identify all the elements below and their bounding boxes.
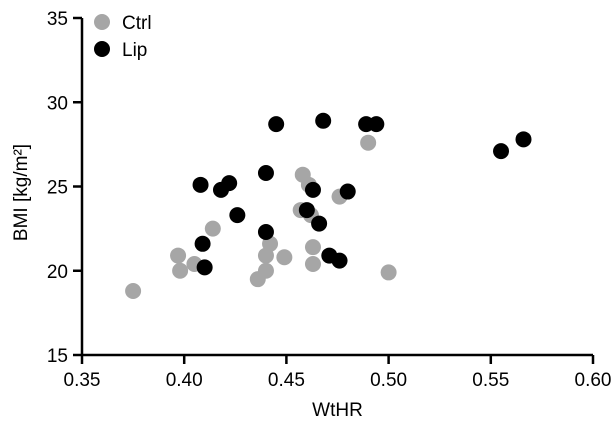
legend: Ctrl Lip bbox=[94, 13, 152, 61]
legend-marker-lip bbox=[94, 41, 110, 57]
data-point-lip bbox=[257, 165, 274, 182]
points-layer bbox=[125, 112, 532, 299]
y-tick-label: 35 bbox=[47, 9, 68, 30]
y-tick-label: 30 bbox=[47, 93, 68, 114]
y-tick-label: 15 bbox=[47, 346, 68, 367]
data-point-lip bbox=[331, 252, 348, 269]
data-point-lip bbox=[311, 215, 328, 232]
legend-marker-ctrl bbox=[94, 14, 110, 30]
data-point-lip bbox=[196, 259, 213, 276]
data-point-lip bbox=[221, 175, 238, 192]
x-tick-label: 0.50 bbox=[370, 370, 407, 391]
x-tick-label: 0.35 bbox=[64, 370, 101, 391]
legend-label-ctrl: Ctrl bbox=[122, 13, 152, 34]
y-axis-title: BMI [kg/m²] bbox=[11, 144, 32, 241]
ticks-layer: 0.35 0.40 0.45 0.50 0.55 0.60 15 20 25 30 35 bbox=[47, 9, 612, 391]
y-tick-label: 25 bbox=[47, 178, 68, 199]
data-point-ctrl bbox=[360, 134, 377, 151]
axes-layer bbox=[80, 18, 593, 357]
x-tick-label: 0.60 bbox=[575, 370, 612, 391]
data-point-ctrl bbox=[257, 262, 274, 279]
data-point-lip bbox=[304, 181, 321, 198]
data-point-ctrl bbox=[304, 256, 321, 273]
data-point-ctrl bbox=[380, 264, 397, 281]
data-point-ctrl bbox=[204, 220, 221, 237]
data-point-ctrl bbox=[125, 282, 142, 299]
data-point-lip bbox=[515, 131, 532, 148]
data-point-lip bbox=[493, 143, 510, 160]
data-point-ctrl bbox=[172, 262, 189, 279]
data-point-lip bbox=[194, 235, 211, 252]
data-point-lip bbox=[192, 176, 209, 193]
x-tick-label: 0.45 bbox=[268, 370, 305, 391]
data-point-lip bbox=[368, 116, 385, 133]
data-point-lip bbox=[268, 116, 285, 133]
x-axis-title: WtHR bbox=[312, 400, 363, 421]
data-point-ctrl bbox=[170, 247, 187, 264]
data-point-lip bbox=[257, 223, 274, 240]
x-tick-label: 0.55 bbox=[472, 370, 509, 391]
data-point-lip bbox=[229, 207, 246, 224]
data-point-ctrl bbox=[276, 249, 293, 266]
y-tick-label: 20 bbox=[47, 262, 68, 283]
x-tick-label: 0.40 bbox=[166, 370, 203, 391]
data-point-lip bbox=[298, 202, 315, 219]
legend-label-lip: Lip bbox=[122, 40, 147, 61]
data-point-lip bbox=[339, 183, 356, 200]
data-point-ctrl bbox=[304, 239, 321, 256]
data-point-lip bbox=[315, 112, 332, 129]
